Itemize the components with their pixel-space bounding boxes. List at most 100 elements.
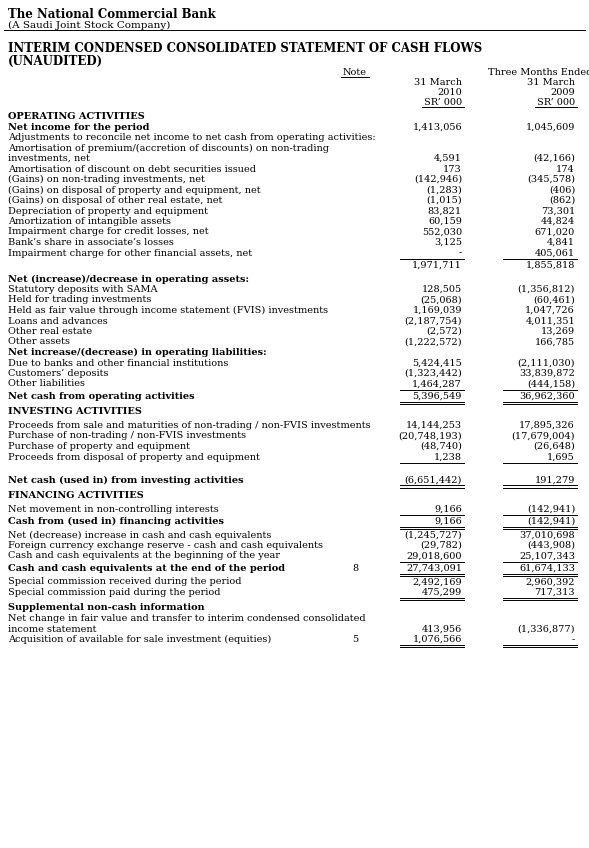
- Text: (1,222,572): (1,222,572): [405, 338, 462, 347]
- Text: 1,045,609: 1,045,609: [525, 122, 575, 131]
- Text: (2,187,754): (2,187,754): [405, 316, 462, 326]
- Text: (17,679,004): (17,679,004): [511, 432, 575, 440]
- Text: Purchase of property and equipment: Purchase of property and equipment: [8, 442, 190, 451]
- Text: Bank’s share in associate’s losses: Bank’s share in associate’s losses: [8, 238, 174, 247]
- Text: Purchase of non-trading / non-FVIS investments: Purchase of non-trading / non-FVIS inves…: [8, 432, 246, 440]
- Text: 1,695: 1,695: [547, 453, 575, 461]
- Text: (1,015): (1,015): [426, 196, 462, 205]
- Text: 83,821: 83,821: [428, 207, 462, 215]
- Text: (29,782): (29,782): [420, 541, 462, 550]
- Text: (6,651,442): (6,651,442): [405, 476, 462, 484]
- Text: (142,941): (142,941): [527, 517, 575, 526]
- Text: Net movement in non-controlling interests: Net movement in non-controlling interest…: [8, 505, 219, 514]
- Text: (2,111,030): (2,111,030): [518, 359, 575, 367]
- Text: (UNAUDITED): (UNAUDITED): [8, 55, 103, 68]
- Text: 2,492,169: 2,492,169: [412, 577, 462, 587]
- Text: Held for trading investments: Held for trading investments: [8, 295, 151, 304]
- Text: (Gains) on non-trading investments, net: (Gains) on non-trading investments, net: [8, 175, 205, 184]
- Text: 1,047,726: 1,047,726: [525, 306, 575, 315]
- Text: Supplemental non-cash information: Supplemental non-cash information: [8, 604, 204, 612]
- Text: Proceeds from disposal of property and equipment: Proceeds from disposal of property and e…: [8, 453, 260, 461]
- Text: 5,424,415: 5,424,415: [412, 359, 462, 367]
- Text: 27,743,091: 27,743,091: [406, 564, 462, 573]
- Text: (A Saudi Joint Stock Company): (A Saudi Joint Stock Company): [8, 21, 170, 31]
- Text: 2009: 2009: [550, 88, 575, 97]
- Text: 1,413,056: 1,413,056: [412, 122, 462, 131]
- Text: 1,464,287: 1,464,287: [412, 380, 462, 388]
- Text: 14,144,253: 14,144,253: [406, 421, 462, 430]
- Text: SR’ 000: SR’ 000: [424, 98, 462, 107]
- Text: 191,279: 191,279: [535, 476, 575, 484]
- Text: 475,299: 475,299: [422, 588, 462, 597]
- Text: 1,855,818: 1,855,818: [525, 261, 575, 270]
- Text: (Gains) on disposal of property and equipment, net: (Gains) on disposal of property and equi…: [8, 186, 260, 195]
- Text: (1,283): (1,283): [426, 186, 462, 194]
- Text: Special commission paid during the period: Special commission paid during the perio…: [8, 588, 220, 597]
- Text: INTERIM CONDENSED CONSOLIDATED STATEMENT OF CASH FLOWS: INTERIM CONDENSED CONSOLIDATED STATEMENT…: [8, 42, 482, 55]
- Text: 9,166: 9,166: [434, 505, 462, 514]
- Text: Acquisition of available for sale investment (equities): Acquisition of available for sale invest…: [8, 635, 272, 644]
- Text: Net (increase)/decrease in operating assets:: Net (increase)/decrease in operating ass…: [8, 275, 249, 283]
- Text: Other liabilities: Other liabilities: [8, 380, 85, 388]
- Text: 5,396,549: 5,396,549: [413, 392, 462, 401]
- Text: Amortisation of premium/(accretion of discounts) on non-trading: Amortisation of premium/(accretion of di…: [8, 143, 329, 153]
- Text: 17,895,326: 17,895,326: [519, 421, 575, 430]
- Text: 13,269: 13,269: [541, 327, 575, 336]
- Text: Impairment charge for credit losses, net: Impairment charge for credit losses, net: [8, 227, 209, 237]
- Text: Loans and advances: Loans and advances: [8, 316, 108, 326]
- Text: 1,971,711: 1,971,711: [412, 261, 462, 270]
- Text: Net cash from operating activities: Net cash from operating activities: [8, 392, 194, 401]
- Text: (2,572): (2,572): [426, 327, 462, 336]
- Text: 1,169,039: 1,169,039: [412, 306, 462, 315]
- Text: 4,591: 4,591: [434, 154, 462, 163]
- Text: Cash from (used in) financing activities: Cash from (used in) financing activities: [8, 517, 224, 526]
- Text: 9,166: 9,166: [434, 517, 462, 526]
- Text: Foreign currency exchange reserve - cash and cash equivalents: Foreign currency exchange reserve - cash…: [8, 541, 323, 550]
- Text: (1,245,727): (1,245,727): [405, 531, 462, 539]
- Text: 166,785: 166,785: [535, 338, 575, 347]
- Text: investments, net: investments, net: [8, 154, 90, 163]
- Text: 5: 5: [352, 635, 358, 644]
- Text: 173: 173: [444, 165, 462, 174]
- Text: Statutory deposits with SAMA: Statutory deposits with SAMA: [8, 285, 157, 294]
- Text: 1,238: 1,238: [434, 453, 462, 461]
- Text: 413,956: 413,956: [422, 624, 462, 633]
- Text: 174: 174: [556, 165, 575, 174]
- Text: 61,674,133: 61,674,133: [519, 564, 575, 573]
- Text: 2010: 2010: [437, 88, 462, 97]
- Text: Proceeds from sale and maturities of non-trading / non-FVIS investments: Proceeds from sale and maturities of non…: [8, 421, 370, 430]
- Text: 3,125: 3,125: [434, 238, 462, 247]
- Text: -: -: [459, 248, 462, 258]
- Text: (444,158): (444,158): [527, 380, 575, 388]
- Text: income statement: income statement: [8, 624, 97, 633]
- Text: Due to banks and other financial institutions: Due to banks and other financial institu…: [8, 359, 229, 367]
- Text: (406): (406): [549, 186, 575, 194]
- Text: (443,908): (443,908): [527, 541, 575, 550]
- Text: Net increase/(decrease) in operating liabilities:: Net increase/(decrease) in operating lia…: [8, 348, 267, 357]
- Text: Other assets: Other assets: [8, 338, 70, 347]
- Text: The National Commercial Bank: The National Commercial Bank: [8, 8, 216, 21]
- Text: Net change in fair value and transfer to interim condensed consolidated: Net change in fair value and transfer to…: [8, 614, 366, 623]
- Text: 36,962,360: 36,962,360: [519, 392, 575, 401]
- Text: 33,839,872: 33,839,872: [519, 369, 575, 378]
- Text: (142,946): (142,946): [414, 175, 462, 184]
- Text: Net (decrease) increase in cash and cash equivalents: Net (decrease) increase in cash and cash…: [8, 531, 272, 539]
- Text: Cash and cash equivalents at the end of the period: Cash and cash equivalents at the end of …: [8, 564, 285, 573]
- Text: SR’ 000: SR’ 000: [537, 98, 575, 107]
- Text: 4,011,351: 4,011,351: [525, 316, 575, 326]
- Text: Special commission received during the period: Special commission received during the p…: [8, 577, 241, 587]
- Text: (142,941): (142,941): [527, 505, 575, 514]
- Text: (25,068): (25,068): [421, 295, 462, 304]
- Text: Depreciation of property and equipment: Depreciation of property and equipment: [8, 207, 208, 215]
- Text: Three Months Ended: Three Months Ended: [488, 68, 589, 77]
- Text: 29,018,600: 29,018,600: [406, 551, 462, 561]
- Text: 31 March: 31 March: [527, 78, 575, 87]
- Text: 1,076,566: 1,076,566: [413, 635, 462, 644]
- Text: -: -: [572, 635, 575, 644]
- Text: 552,030: 552,030: [422, 227, 462, 237]
- Text: 2,960,392: 2,960,392: [525, 577, 575, 587]
- Text: 60,159: 60,159: [428, 217, 462, 226]
- Text: Amortisation of discount on debt securities issued: Amortisation of discount on debt securit…: [8, 165, 256, 174]
- Text: Note: Note: [343, 68, 367, 77]
- Text: (26,648): (26,648): [533, 442, 575, 451]
